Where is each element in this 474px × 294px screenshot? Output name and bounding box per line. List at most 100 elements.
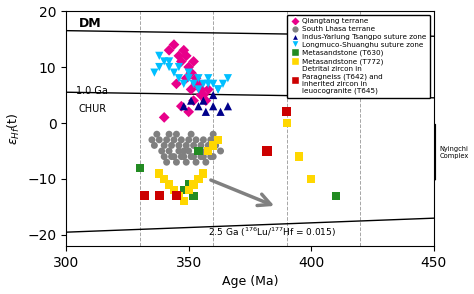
Point: [200, 154, 207, 159]
Point: [175, 76, 182, 81]
Point: [185, 65, 192, 69]
Point: [175, 65, 182, 69]
Text: 1.0 Ga: 1.0 Ga: [76, 86, 108, 96]
Point: [192, 81, 200, 86]
Point: [182, 160, 190, 165]
Point: [283, 121, 291, 125]
Point: [197, 143, 205, 148]
Text: DM: DM: [78, 17, 101, 30]
Point: [204, 149, 212, 153]
Point: [204, 87, 212, 92]
Text: 2.5 Ga ($^{176}$Lu/$^{177}$Hf = 0.015): 2.5 Ga ($^{176}$Lu/$^{177}$Hf = 0.015): [208, 225, 337, 239]
Point: [202, 149, 210, 153]
Point: [175, 193, 182, 198]
Point: [195, 149, 202, 153]
Point: [185, 188, 192, 193]
Point: [155, 171, 163, 176]
Point: [170, 188, 178, 193]
Point: [204, 143, 212, 148]
Point: [173, 81, 180, 86]
Point: [175, 193, 182, 198]
Point: [192, 138, 200, 142]
Point: [214, 138, 222, 142]
Point: [195, 177, 202, 181]
Point: [170, 154, 178, 159]
Point: [332, 193, 339, 198]
Point: [165, 65, 173, 69]
Point: [195, 149, 202, 153]
Point: [182, 54, 190, 58]
Point: [160, 154, 168, 159]
Point: [212, 143, 219, 148]
Point: [178, 138, 185, 142]
Point: [187, 154, 195, 159]
Point: [187, 98, 195, 103]
Point: [187, 70, 195, 75]
Point: [155, 193, 163, 198]
Point: [214, 87, 222, 92]
Point: [168, 143, 175, 148]
Point: [197, 87, 205, 92]
Point: [163, 138, 171, 142]
Point: [180, 149, 188, 153]
Point: [190, 81, 197, 86]
Point: [210, 104, 217, 108]
Point: [173, 160, 180, 165]
Point: [210, 93, 217, 97]
Point: [263, 149, 271, 153]
Point: [158, 149, 165, 153]
Point: [180, 104, 188, 108]
Point: [207, 138, 215, 142]
Point: [224, 76, 232, 81]
Point: [217, 109, 224, 114]
Point: [178, 104, 185, 108]
Point: [165, 48, 173, 53]
Point: [204, 81, 212, 86]
Point: [163, 160, 171, 165]
Point: [195, 104, 202, 108]
Point: [190, 143, 197, 148]
Point: [202, 98, 210, 103]
Point: [160, 177, 168, 181]
Point: [180, 81, 188, 86]
Point: [170, 70, 178, 75]
Legend: Qiangtang terrane, South Lhasa terrane, Indus-Yarlung Tsangpo suture zone, Longm: Qiangtang terrane, South Lhasa terrane, …: [287, 15, 430, 98]
Y-axis label: $\varepsilon_{Hf}$(t): $\varepsilon_{Hf}$(t): [6, 112, 22, 145]
Point: [210, 143, 217, 148]
Point: [165, 149, 173, 153]
Point: [151, 70, 158, 75]
Point: [160, 177, 168, 181]
Point: [165, 132, 173, 136]
Point: [204, 76, 212, 81]
Point: [182, 76, 190, 81]
Point: [185, 138, 192, 142]
Point: [148, 138, 156, 142]
Point: [170, 188, 178, 193]
Point: [153, 132, 161, 136]
Point: [219, 81, 227, 86]
Point: [173, 193, 180, 198]
Point: [180, 199, 188, 204]
Point: [155, 138, 163, 142]
Point: [190, 59, 197, 64]
Point: [195, 87, 202, 92]
Point: [283, 109, 291, 114]
Point: [200, 98, 207, 103]
Point: [200, 93, 207, 97]
Point: [200, 138, 207, 142]
Point: [214, 87, 222, 92]
Point: [182, 143, 190, 148]
Point: [190, 193, 197, 198]
Point: [160, 143, 168, 148]
Point: [141, 193, 148, 198]
Point: [180, 154, 188, 159]
Point: [185, 182, 192, 187]
Point: [200, 171, 207, 176]
X-axis label: Age (Ma): Age (Ma): [222, 275, 278, 288]
Point: [165, 59, 173, 64]
Point: [187, 87, 195, 92]
Point: [195, 149, 202, 153]
Point: [195, 81, 202, 86]
Point: [136, 166, 144, 170]
Point: [175, 143, 182, 148]
